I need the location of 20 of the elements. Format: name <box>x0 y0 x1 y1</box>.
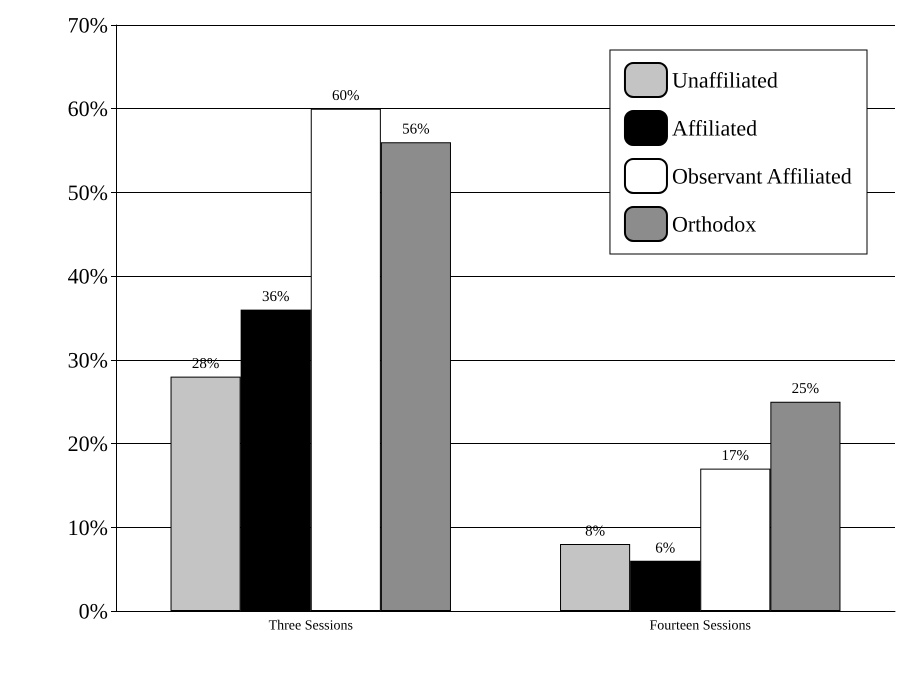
data-label: 56% <box>402 122 430 138</box>
y-tick-label: 60% <box>68 96 108 122</box>
legend-label: Observant Affiliated <box>672 164 852 188</box>
y-tick-label: 20% <box>68 431 108 456</box>
y-tick-label: 40% <box>68 264 108 289</box>
data-label: 6% <box>655 540 676 556</box>
data-label: 36% <box>262 289 290 306</box>
y-tick-label: 10% <box>68 514 108 540</box>
legend-label: Unaffiliated <box>672 68 778 92</box>
legend-label: Affiliated <box>672 116 758 140</box>
y-tick-label: 0% <box>78 598 108 624</box>
data-label: 17% <box>722 448 750 464</box>
y-tick-label: 30% <box>68 347 108 372</box>
data-label: 60% <box>332 88 360 104</box>
data-label: 25% <box>792 381 820 398</box>
legend-label: Orthodox <box>672 212 756 236</box>
y-tick-label: 70% <box>68 12 108 38</box>
x-tick-label: Fourteen Sessions <box>650 618 751 634</box>
y-tick-label: 50% <box>68 180 108 205</box>
x-tick-label: Three Sessions <box>268 618 353 634</box>
